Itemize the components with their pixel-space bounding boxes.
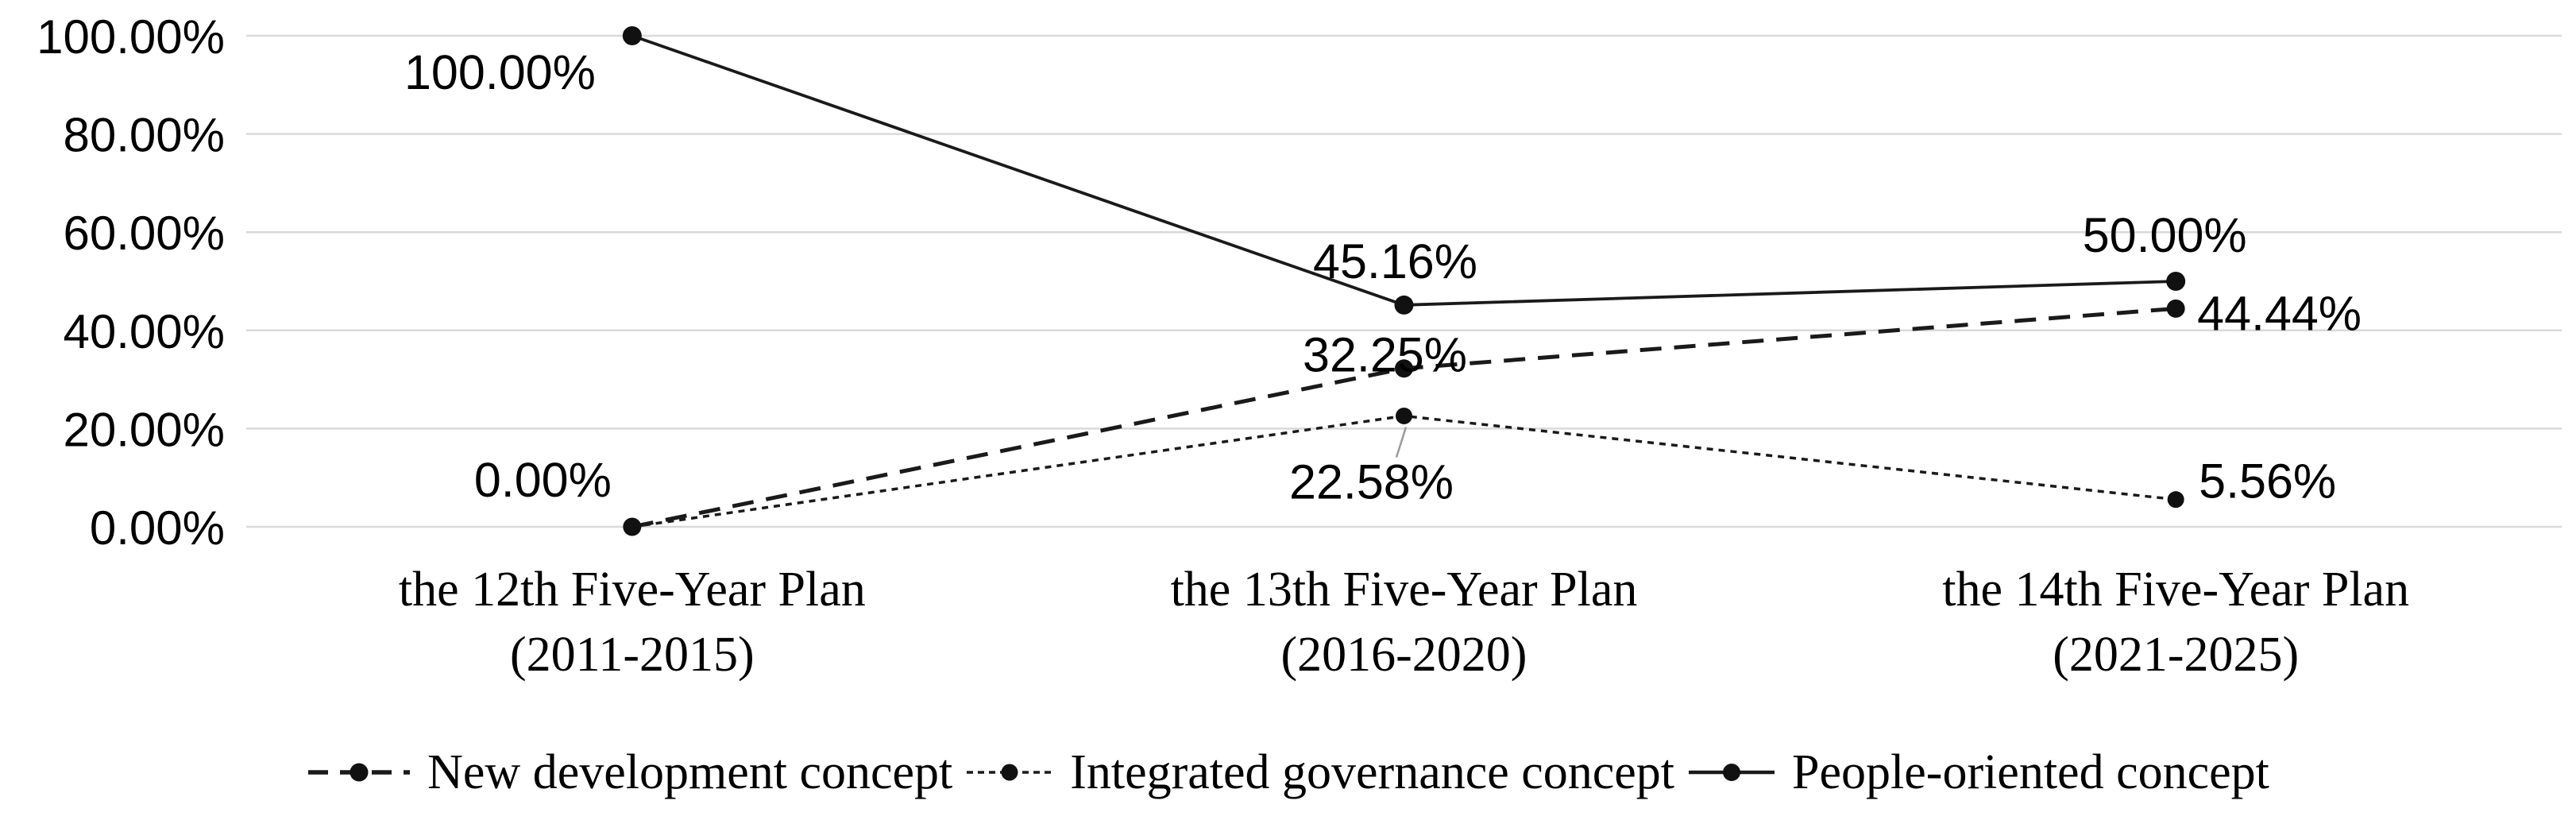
x-axis-category-label: the 12th Five-Year Plan <box>399 563 866 617</box>
data-point-marker <box>1396 407 1412 424</box>
data-point-marker <box>1394 295 1414 315</box>
legend-item-people-oriented-concept: People-oriented concept <box>1687 745 2269 801</box>
data-point-marker <box>624 518 641 536</box>
y-axis-tick-label: 40.00% <box>64 305 226 358</box>
data-point-label: 5.56% <box>2199 454 2336 509</box>
data-label-leader-line <box>1395 427 1408 458</box>
data-point-label: 100.00% <box>404 45 596 99</box>
data-point-label: 50.00% <box>2083 208 2247 262</box>
legend-label: People-oriented concept <box>1792 745 2269 799</box>
y-axis-tick-label: 80.00% <box>64 109 226 162</box>
legend-label: Integrated governance concept <box>1070 745 1675 799</box>
legend-key-solid-line-icon <box>1689 764 1775 781</box>
data-point-marker <box>622 26 642 45</box>
data-point-marker <box>2166 272 2186 291</box>
data-point-label: 44.44% <box>2197 286 2362 340</box>
x-axis-category-sublabel: (2016-2020) <box>1281 628 1527 682</box>
data-point-marker <box>1395 359 1413 378</box>
x-axis-category-label: the 13th Five-Year Plan <box>1171 563 1638 617</box>
x-axis-category-sublabel: (2011-2015) <box>510 628 755 682</box>
legend-item-integrated-governance-concept: Integrated governance concept <box>965 745 1674 801</box>
y-axis-tick-label: 60.00% <box>64 207 226 260</box>
x-axis-category-sublabel: (2021-2025) <box>2053 628 2299 682</box>
y-axis-tick-label: 100.00% <box>37 10 225 64</box>
data-point-label: 45.16% <box>1313 234 1477 288</box>
data-point-label: 22.58% <box>1289 454 1454 509</box>
data-point-marker <box>2167 491 2184 509</box>
legend-key-dashed-line-icon <box>308 763 411 782</box>
chart-legend: New development concept Integrated gover… <box>0 734 2576 810</box>
legend-label: New development concept <box>427 745 953 799</box>
y-axis-tick-label: 20.00% <box>64 403 226 456</box>
data-point-marker <box>2166 299 2185 318</box>
y-axis-tick-label: 0.00% <box>90 501 225 555</box>
data-point-label: 32.25% <box>1303 328 1467 382</box>
legend-item-new-development-concept: New development concept <box>307 745 952 801</box>
data-point-label: 0.00% <box>474 453 612 507</box>
x-axis-category-label: the 14th Five-Year Plan <box>1942 563 2409 617</box>
legend-key-dotted-line-icon <box>967 764 1053 781</box>
